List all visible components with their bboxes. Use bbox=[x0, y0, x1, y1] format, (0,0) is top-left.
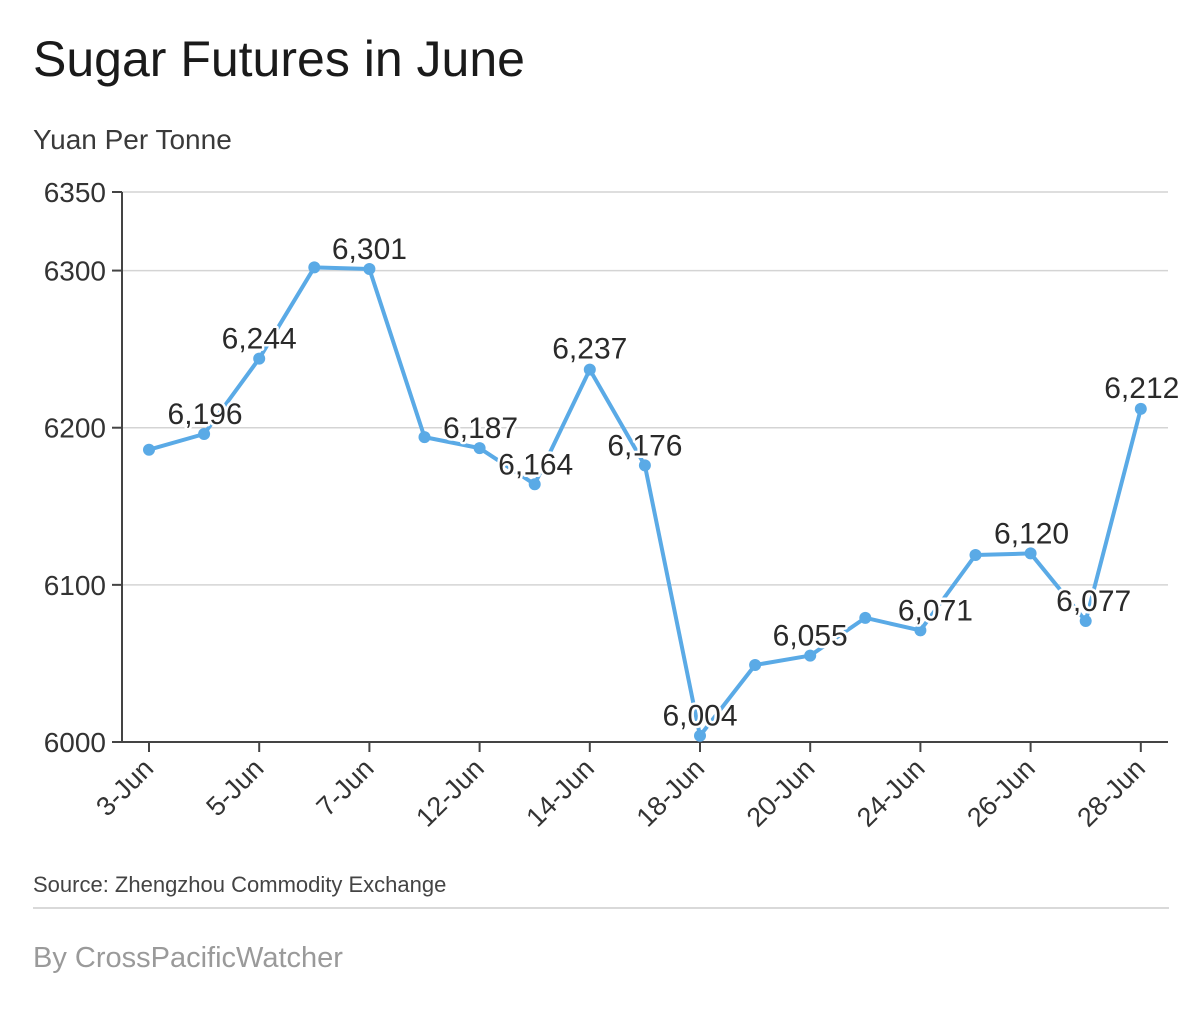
data-label: 6,237 bbox=[552, 333, 627, 366]
chart-subtitle: Yuan Per Tonne bbox=[33, 124, 232, 155]
data-label: 6,055 bbox=[773, 620, 848, 653]
data-point bbox=[308, 261, 321, 274]
x-tick-label: 18-Jun bbox=[631, 753, 711, 833]
data-label: 6,196 bbox=[168, 398, 243, 431]
data-point bbox=[694, 729, 706, 742]
y-tick-label: 6300 bbox=[44, 256, 106, 287]
data-point bbox=[418, 431, 431, 444]
data-label: 6,187 bbox=[443, 412, 518, 445]
byline: By CrossPacificWatcher bbox=[33, 942, 343, 974]
y-tick-label: 6350 bbox=[44, 177, 106, 208]
data-label: 6,301 bbox=[332, 233, 407, 266]
data-point bbox=[473, 442, 486, 455]
data-point bbox=[638, 459, 651, 472]
data-label: 6,244 bbox=[222, 323, 297, 356]
data-point bbox=[1079, 615, 1092, 627]
x-tick-label: 26-Jun bbox=[961, 753, 1041, 833]
data-point bbox=[528, 478, 541, 491]
chart-title: Sugar Futures in June bbox=[33, 31, 525, 87]
grid-lines bbox=[122, 191, 1168, 586]
data-label: 6,164 bbox=[498, 448, 573, 481]
y-tick-labels: 6000 6100 6200 6300 6350 bbox=[44, 177, 106, 758]
data-point bbox=[969, 549, 982, 561]
data-point bbox=[1024, 547, 1037, 560]
series-line bbox=[147, 265, 1143, 738]
x-tick-label: 20-Jun bbox=[741, 753, 821, 833]
x-tick-label: 28-Jun bbox=[1071, 753, 1151, 833]
source-note: Source: Zhengzhou Commodity Exchange bbox=[33, 872, 447, 897]
x-tick-label: 7-Jun bbox=[311, 753, 380, 822]
data-label: 6,077 bbox=[1056, 585, 1131, 618]
data-point bbox=[253, 352, 266, 365]
data-point bbox=[859, 611, 872, 624]
data-label: 6,004 bbox=[662, 700, 737, 733]
series-line-path bbox=[147, 265, 1143, 738]
data-label: 6,212 bbox=[1104, 372, 1179, 405]
x-tick-label: 5-Jun bbox=[200, 753, 269, 822]
data-point bbox=[914, 624, 927, 637]
x-tick-label: 24-Jun bbox=[851, 753, 931, 833]
data-point bbox=[363, 263, 376, 275]
y-tick-label: 6100 bbox=[44, 570, 106, 601]
data-label: 6,176 bbox=[607, 429, 682, 462]
data-label: 6,120 bbox=[994, 517, 1069, 550]
data-point bbox=[1134, 402, 1147, 415]
data-point bbox=[804, 649, 817, 662]
y-tick-label: 6200 bbox=[44, 413, 106, 444]
x-tick-label: 14-Jun bbox=[520, 753, 600, 833]
data-points bbox=[143, 261, 1147, 742]
y-tick-label: 6000 bbox=[44, 727, 106, 758]
axes bbox=[112, 191, 1168, 752]
data-point bbox=[143, 443, 155, 456]
data-point bbox=[583, 363, 596, 376]
data-point bbox=[198, 428, 211, 440]
divider bbox=[33, 907, 1169, 909]
x-tick-label: 3-Jun bbox=[90, 753, 159, 822]
x-tick-label: 12-Jun bbox=[410, 753, 490, 833]
data-label: 6,071 bbox=[898, 594, 973, 627]
data-point bbox=[749, 659, 762, 671]
x-tick-labels: 3-Jun 5-Jun 7-Jun 12-Jun 14-Jun 18-Jun 20-Jun 2… bbox=[90, 753, 1151, 833]
